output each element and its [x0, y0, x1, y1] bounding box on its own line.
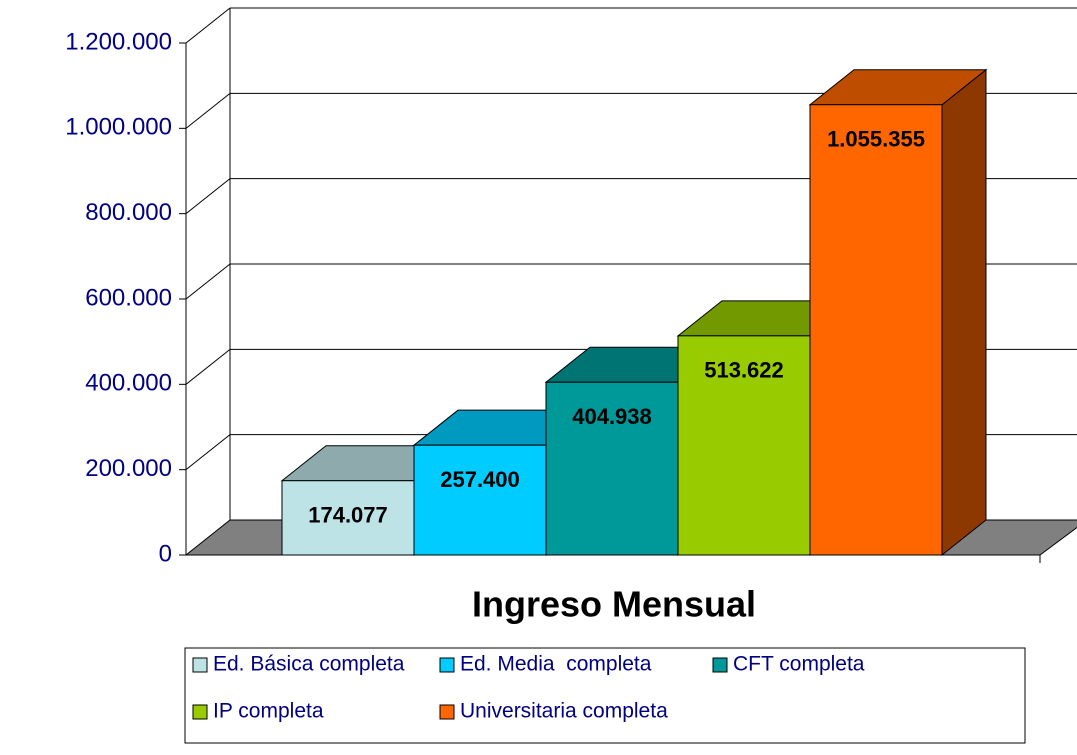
- bar-side: [941, 68, 987, 557]
- value-label: 257.400: [440, 467, 520, 492]
- value-label: 174.077: [308, 503, 388, 528]
- legend-swatch: [439, 704, 455, 720]
- legend-box: [184, 647, 1026, 744]
- y-tick-label: 1.000.000: [65, 114, 172, 141]
- value-label: 513.622: [704, 358, 784, 383]
- bar: [413, 444, 547, 556]
- value-label: 404.938: [572, 404, 652, 429]
- legend-label: Universitaria completa: [460, 700, 668, 723]
- grid-line-side: [185, 348, 231, 385]
- legend-swatch: [192, 657, 208, 673]
- grid-line-side: [185, 263, 231, 300]
- y-tick-label: 1.200.000: [65, 28, 172, 55]
- y-tick-label: 200.000: [85, 455, 172, 482]
- y-tick-label: 600.000: [85, 284, 172, 311]
- bar: [281, 480, 415, 556]
- legend-swatch: [439, 657, 455, 673]
- legend-label: Ed. Media completa: [460, 653, 652, 676]
- value-label: 1.055.355: [827, 127, 925, 152]
- legend-label: CFT completa: [733, 653, 865, 676]
- y-tick-label: 400.000: [85, 370, 172, 397]
- legend-label: IP completa: [213, 700, 324, 723]
- y-tick-label: 0: [159, 540, 172, 567]
- grid-line-side: [185, 92, 231, 129]
- category-label: Ingreso Mensual: [472, 584, 756, 625]
- grid-line-side: [185, 178, 231, 215]
- grid-line-side: [185, 7, 231, 44]
- y-tick-label: 800.000: [85, 199, 172, 226]
- legend-swatch: [712, 657, 728, 673]
- bar: [809, 104, 943, 556]
- bar: [677, 335, 811, 556]
- legend-label: Ed. Básica completa: [213, 653, 405, 676]
- grid-line-side: [185, 434, 231, 471]
- bar: [545, 381, 679, 556]
- legend-swatch: [192, 704, 208, 720]
